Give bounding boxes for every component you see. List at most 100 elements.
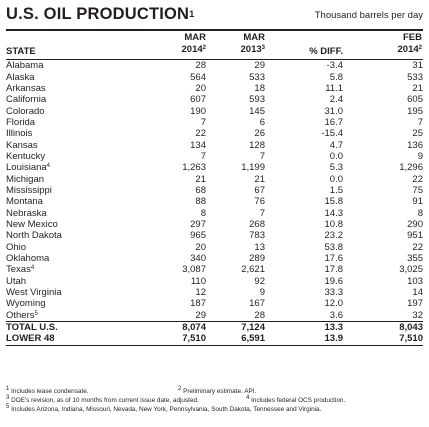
feb2014-value: 21 — [412, 82, 423, 94]
diff-value: 23.2 — [324, 230, 344, 242]
mar2014-value: 21 — [195, 173, 206, 185]
diff-value: 17.6 — [324, 253, 344, 265]
state-name: Alaska — [6, 71, 126, 83]
state-label: Alaska — [6, 71, 35, 83]
mar2013-value: 128 — [249, 139, 265, 151]
state-name: Ohio — [6, 242, 126, 253]
diff-value: 33.3 — [324, 287, 344, 299]
mar2014-value: 28 — [195, 60, 206, 72]
title-footnote-mark: 1 — [189, 9, 195, 19]
state-name: North Dakota — [6, 230, 126, 241]
table-body: Alabama 28 29 -3.4 31 Alaska 564 533 5.8 533 Ark… — [6, 60, 423, 346]
footnote-4-mark: 4 — [246, 395, 250, 401]
feb2014-value: 8 — [417, 207, 423, 219]
state-label: Louisiana — [6, 162, 47, 174]
mar2013-value: 145 — [249, 105, 265, 117]
diff-value: -3.4 — [326, 60, 343, 72]
col-mar2013-year: 2013 — [240, 44, 262, 55]
table-row: North Dakota 965 783 23.2 951 — [6, 230, 423, 241]
col-mar2013-month: MAR — [243, 32, 265, 43]
state-name: Kansas — [6, 139, 126, 151]
mar2014-value: 564 — [190, 71, 206, 83]
lower48-label: LOWER 48 — [6, 333, 126, 346]
state-name: New Mexico — [6, 219, 126, 230]
diff-value: 53.8 — [324, 241, 344, 253]
title-text: U.S. OIL PRODUCTION — [6, 5, 190, 23]
state-name: West Virginia — [6, 287, 126, 298]
mar2014-value: 297 — [190, 218, 206, 230]
footnote-row-1: 1 Includes lease condensate. 2 Prelimina… — [6, 386, 423, 396]
diff-value: 17.8 — [324, 264, 344, 276]
units-label: Thousand barrels per day — [314, 10, 423, 21]
table-row: California 607 593 2.4 605 — [6, 94, 423, 105]
feb2014-value: 91 — [412, 196, 423, 208]
state-name: Louisiana4 — [6, 162, 126, 173]
diff-value: 31.0 — [324, 105, 344, 117]
production-table: Alabama 28 29 -3.4 31 Alaska 564 533 5.8 533 Ark… — [6, 60, 423, 346]
state-note: 4 — [30, 265, 35, 272]
col-state: STATE — [6, 46, 36, 57]
state-label: Colorado — [6, 105, 45, 117]
mar2013-value: 26 — [254, 128, 265, 140]
footnote-4-text: Includes federal OCS production. — [251, 397, 346, 404]
state-name: Texas4 — [6, 264, 126, 275]
state-label: California — [6, 94, 47, 106]
mar2014-value: 134 — [190, 139, 206, 151]
diff-value: 14.3 — [324, 207, 344, 219]
state-name: Wyoming — [6, 298, 126, 309]
feb2014-value: 32 — [412, 309, 423, 321]
table-row: Utah 110 92 19.6 103 — [6, 276, 423, 287]
state-name: Alabama — [6, 60, 126, 71]
feb2014-value: 3,025 — [399, 264, 423, 276]
feb2014-value: 1,296 — [399, 162, 423, 174]
table-row: Michigan 21 21 0.0 22 — [6, 173, 423, 185]
mar2013-value: 18 — [254, 82, 265, 94]
footnote-3-mark: 3 — [6, 395, 10, 401]
footnote-1: 1 Includes lease condensate. — [6, 386, 89, 395]
col-mar2014: MAR 20142 — [136, 32, 206, 56]
feb2014-value: 197 — [407, 298, 423, 310]
feb2014-value: 22 — [412, 241, 423, 253]
state-label: Ohio — [6, 241, 27, 253]
mar2013-value: 21 — [254, 173, 265, 185]
table-row: Texas4 3,087 2,621 17.8 3,025 — [6, 264, 423, 275]
col-feb2014-month: FEB — [403, 32, 422, 43]
state-label: Florida — [6, 116, 36, 128]
state-name: Utah — [6, 276, 126, 287]
table-row: Wyoming 187 167 12.0 197 — [6, 298, 423, 309]
mar2014-value: 110 — [190, 275, 206, 287]
mar2014-value: 20 — [195, 82, 206, 94]
mar2013-value: 7 — [259, 150, 265, 162]
state-label: Utah — [6, 275, 27, 287]
col-mar2013: MAR 20133 — [206, 32, 265, 56]
state-label: Alabama — [6, 60, 44, 72]
state-name: Others5 — [6, 310, 126, 322]
footnote-2: 2 Preliminary estimate. API. — [178, 386, 257, 396]
state-name: Oklahoma — [6, 253, 126, 264]
header-rule — [6, 59, 423, 60]
lower48-mar2014: 7,510 — [126, 333, 206, 346]
state-name: Florida — [6, 117, 126, 128]
mar2014-value: 20 — [195, 241, 206, 253]
table-row: Florida 7 6 16.7 7 — [6, 117, 423, 128]
mar2014-value: 12 — [195, 287, 206, 299]
diff-value: 16.7 — [324, 116, 344, 128]
mar2014-value: 1,263 — [182, 162, 206, 174]
table-row: Oklahoma 340 289 17.6 355 — [6, 253, 423, 264]
table-row: Mississippi 68 67 1.5 75 — [6, 185, 423, 196]
mar2013-value: 28 — [254, 309, 265, 321]
total-feb2014: 8,043 — [343, 320, 423, 334]
footnote-2-text: Preliminary estimate. API. — [183, 388, 257, 395]
footnote-row-3: 5 Includes Arizona, Indiana, Missouri, N… — [6, 404, 321, 414]
feb2014-value: 355 — [407, 253, 423, 265]
state-label: West Virginia — [6, 287, 62, 299]
feb2014-value: 195 — [407, 105, 423, 117]
feb2014-value: 290 — [407, 218, 423, 230]
mar2014-value: 29 — [195, 309, 206, 321]
mar2014-value: 8 — [200, 207, 206, 219]
state-label: Nebraska — [6, 207, 47, 219]
footnote-row-2: 3 DOE's revision, as of 10 months from c… — [6, 395, 423, 405]
table-row: Alaska 564 533 5.8 533 — [6, 71, 423, 83]
state-label: Mississippi — [6, 184, 52, 196]
mar2014-value: 190 — [190, 105, 206, 117]
